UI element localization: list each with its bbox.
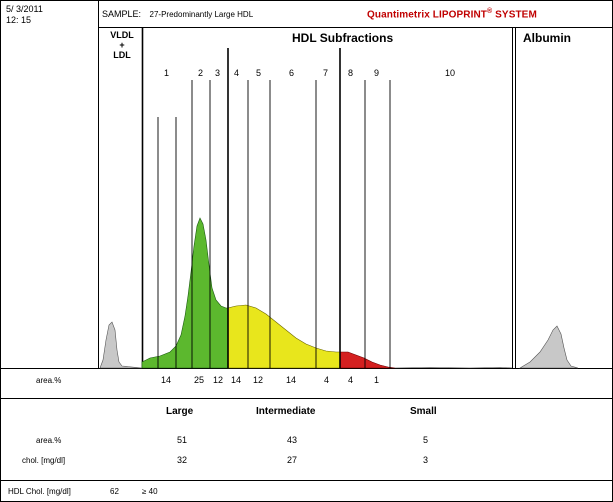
summary-row-label: chol. [mg/dl] xyxy=(22,456,66,465)
vldl-ldl-label: VLDL + LDL xyxy=(102,30,142,60)
fraction-number: 1 xyxy=(164,68,170,78)
fraction-number: 6 xyxy=(289,68,295,78)
brand-name: Quantimetrix LIPOPRINT xyxy=(367,9,487,21)
run-time: 12: 15 xyxy=(6,15,32,25)
hdl-chol-reference: ≥ 40 xyxy=(142,487,158,496)
fraction-number: 4 xyxy=(234,68,240,78)
vldl-text: VLDL xyxy=(110,30,134,40)
summary-cell: 3 xyxy=(423,455,429,465)
sample-info: SAMPLE: 27-Predominantly Large HDL xyxy=(102,9,253,19)
run-date: 5/ 3/2011 xyxy=(6,4,43,14)
albumin-title: Albumin xyxy=(523,31,571,45)
area-row-label: area.% xyxy=(36,376,62,385)
small-hdl-peak xyxy=(339,351,396,369)
fraction-number: 2 xyxy=(198,68,204,78)
area-cell: 12 xyxy=(253,375,264,385)
summary-cell: 5 xyxy=(423,435,429,445)
area-cell: 4 xyxy=(348,375,354,385)
summary-row-label: area.% xyxy=(36,436,62,445)
albumin-peak xyxy=(518,325,579,369)
summary-cell: 27 xyxy=(287,455,298,465)
group-large-header: Large xyxy=(166,406,194,417)
large-hdl-peak xyxy=(141,217,229,369)
brand-mark: ® xyxy=(487,8,493,15)
group-intermediate-header: Intermediate xyxy=(256,406,316,417)
area-cell: 12 xyxy=(213,375,224,385)
plus-text: + xyxy=(119,40,125,50)
intermediate-hdl-peak xyxy=(227,304,341,369)
area-cell: 14 xyxy=(231,375,242,385)
ldl-text: LDL xyxy=(113,50,131,60)
fraction-number: 3 xyxy=(215,68,221,78)
area-cell: 14 xyxy=(286,375,297,385)
fraction-number: 9 xyxy=(374,68,380,78)
fraction-number: 5 xyxy=(256,68,262,78)
brand-suffix: SYSTEM xyxy=(495,9,537,21)
summary-cell: 51 xyxy=(177,435,188,445)
hdl-chol-label: HDL Chol. [mg/dl] xyxy=(8,487,71,496)
summary-cell: 43 xyxy=(287,435,298,445)
fraction-number: 7 xyxy=(323,68,329,78)
summary-cell: 32 xyxy=(177,455,188,465)
sample-label: SAMPLE: xyxy=(102,9,142,19)
vldl-ldl-peak xyxy=(99,321,143,369)
area-cell: 4 xyxy=(324,375,330,385)
sample-value: 27-Predominantly Large HDL xyxy=(149,10,254,19)
area-cell: 1 xyxy=(374,375,380,385)
run-datetime: 5/ 3/2011 12: 15 xyxy=(6,4,43,26)
fraction-number: 10 xyxy=(445,68,456,78)
brand-logo: Quantimetrix LIPOPRINT® SYSTEM xyxy=(367,8,537,20)
area-cell: 25 xyxy=(194,375,205,385)
group-small-header: Small xyxy=(410,406,437,417)
fraction-number: 8 xyxy=(348,68,354,78)
hdl-subfractions-title: HDL Subfractions xyxy=(292,31,394,45)
area-cell: 14 xyxy=(161,375,172,385)
hdl-chol-value: 62 xyxy=(110,487,119,496)
